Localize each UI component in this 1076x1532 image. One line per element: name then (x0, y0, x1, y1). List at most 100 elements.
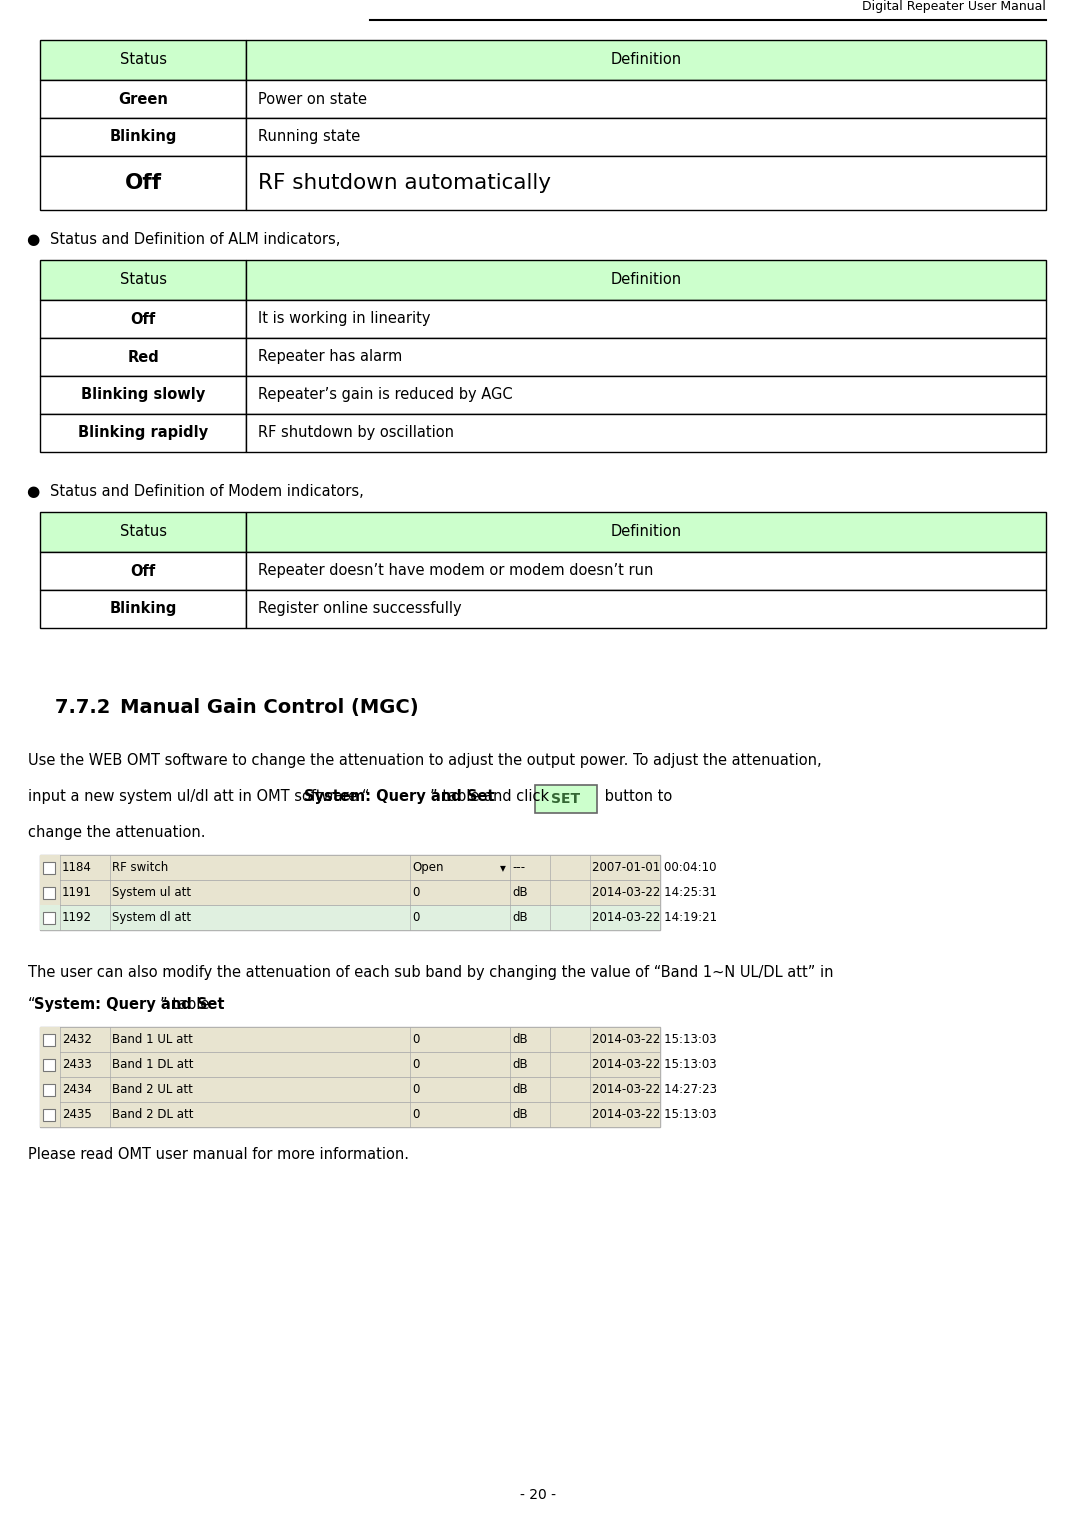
Text: 0: 0 (412, 1108, 420, 1121)
FancyBboxPatch shape (246, 300, 1046, 339)
Text: Band 2 DL att: Band 2 DL att (112, 1108, 194, 1121)
Text: System: Query and Set: System: Query and Set (305, 789, 495, 804)
Text: Band 2 UL att: Band 2 UL att (112, 1083, 193, 1095)
Text: “: “ (28, 997, 36, 1013)
Text: ▾: ▾ (500, 861, 506, 873)
Text: 2435: 2435 (62, 1108, 91, 1121)
Text: 0: 0 (412, 1059, 420, 1071)
Text: 2434: 2434 (62, 1083, 91, 1095)
Text: change the attenuation.: change the attenuation. (28, 826, 206, 840)
FancyBboxPatch shape (40, 156, 246, 210)
FancyBboxPatch shape (40, 40, 246, 80)
FancyBboxPatch shape (246, 80, 1046, 118)
FancyBboxPatch shape (43, 861, 55, 873)
Text: Definition: Definition (610, 273, 682, 288)
FancyBboxPatch shape (246, 375, 1046, 414)
FancyBboxPatch shape (246, 40, 1046, 80)
FancyBboxPatch shape (40, 118, 246, 156)
FancyBboxPatch shape (246, 339, 1046, 375)
Text: 2014-03-22 15:13:03: 2014-03-22 15:13:03 (592, 1059, 717, 1071)
Text: 0: 0 (412, 1033, 420, 1046)
Text: Band 1 UL att: Band 1 UL att (112, 1033, 193, 1046)
Text: Digital Repeater User Manual: Digital Repeater User Manual (862, 0, 1046, 12)
Text: RF shutdown automatically: RF shutdown automatically (258, 173, 551, 193)
Text: Off: Off (125, 173, 161, 193)
FancyBboxPatch shape (43, 1034, 55, 1045)
Text: 1191: 1191 (62, 885, 93, 899)
Text: Please read OMT user manual for more information.: Please read OMT user manual for more inf… (28, 1147, 409, 1161)
FancyBboxPatch shape (40, 375, 246, 414)
FancyBboxPatch shape (40, 1077, 660, 1102)
FancyBboxPatch shape (43, 887, 55, 898)
FancyBboxPatch shape (40, 80, 246, 118)
FancyBboxPatch shape (43, 1059, 55, 1071)
Text: Definition: Definition (610, 52, 682, 67)
FancyBboxPatch shape (40, 414, 246, 452)
Text: 0: 0 (412, 912, 420, 924)
Text: ---: --- (512, 861, 525, 873)
Text: System ul att: System ul att (112, 885, 192, 899)
Text: Status: Status (119, 273, 167, 288)
Text: ” table.: ” table. (160, 997, 214, 1013)
Text: ” table and click: ” table and click (430, 789, 549, 804)
FancyBboxPatch shape (40, 512, 246, 552)
FancyBboxPatch shape (535, 784, 597, 813)
Text: 1184: 1184 (62, 861, 91, 873)
Text: 2432: 2432 (62, 1033, 91, 1046)
FancyBboxPatch shape (40, 1052, 660, 1077)
FancyBboxPatch shape (40, 879, 60, 905)
FancyBboxPatch shape (43, 1109, 55, 1120)
Text: 2014-03-22 14:25:31: 2014-03-22 14:25:31 (592, 885, 717, 899)
FancyBboxPatch shape (40, 1102, 60, 1128)
Text: Red: Red (127, 349, 159, 365)
FancyBboxPatch shape (246, 590, 1046, 628)
Text: Status and Definition of Modem indicators,: Status and Definition of Modem indicator… (49, 484, 364, 499)
Text: System: Query and Set: System: Query and Set (34, 997, 225, 1013)
Text: Power on state: Power on state (258, 92, 367, 107)
FancyBboxPatch shape (246, 552, 1046, 590)
FancyBboxPatch shape (43, 1083, 55, 1095)
Text: - 20 -: - 20 - (520, 1488, 556, 1501)
Text: 2014-03-22 14:27:23: 2014-03-22 14:27:23 (592, 1083, 717, 1095)
FancyBboxPatch shape (40, 855, 60, 879)
Text: Blinking rapidly: Blinking rapidly (79, 426, 208, 441)
Text: Status: Status (119, 52, 167, 67)
Text: Green: Green (118, 92, 168, 107)
Text: 2014-03-22 15:13:03: 2014-03-22 15:13:03 (592, 1108, 717, 1121)
Text: dB: dB (512, 885, 527, 899)
Text: Off: Off (130, 311, 156, 326)
FancyBboxPatch shape (40, 300, 246, 339)
Text: button to: button to (600, 789, 672, 804)
Text: Register online successfully: Register online successfully (258, 602, 462, 616)
Text: Open: Open (412, 861, 443, 873)
Text: 1192: 1192 (62, 912, 93, 924)
Text: dB: dB (512, 1083, 527, 1095)
Text: Status: Status (119, 524, 167, 539)
Text: System dl att: System dl att (112, 912, 192, 924)
FancyBboxPatch shape (246, 156, 1046, 210)
Text: It is working in linearity: It is working in linearity (258, 311, 430, 326)
Text: Blinking slowly: Blinking slowly (81, 388, 206, 403)
Text: 7.7.2 Manual Gain Control (MGC): 7.7.2 Manual Gain Control (MGC) (55, 699, 419, 717)
Text: dB: dB (512, 1108, 527, 1121)
FancyBboxPatch shape (40, 1077, 60, 1102)
Text: Repeater has alarm: Repeater has alarm (258, 349, 402, 365)
Text: input a new system ul/dl att in OMT software “: input a new system ul/dl att in OMT soft… (28, 789, 369, 804)
FancyBboxPatch shape (246, 512, 1046, 552)
FancyBboxPatch shape (40, 855, 660, 879)
Text: ●: ● (26, 231, 39, 247)
Text: Running state: Running state (258, 130, 360, 144)
Text: The user can also modify the attenuation of each sub band by changing the value : The user can also modify the attenuation… (28, 965, 834, 980)
Text: ●: ● (26, 484, 39, 499)
FancyBboxPatch shape (40, 1026, 660, 1052)
FancyBboxPatch shape (40, 1102, 660, 1128)
FancyBboxPatch shape (40, 552, 246, 590)
FancyBboxPatch shape (40, 905, 660, 930)
Text: RF shutdown by oscillation: RF shutdown by oscillation (258, 426, 454, 441)
FancyBboxPatch shape (40, 1052, 60, 1077)
Text: dB: dB (512, 1059, 527, 1071)
Text: Blinking: Blinking (110, 602, 176, 616)
Text: 2014-03-22 14:19:21: 2014-03-22 14:19:21 (592, 912, 717, 924)
Text: Repeater’s gain is reduced by AGC: Repeater’s gain is reduced by AGC (258, 388, 513, 403)
Text: Blinking: Blinking (110, 130, 176, 144)
